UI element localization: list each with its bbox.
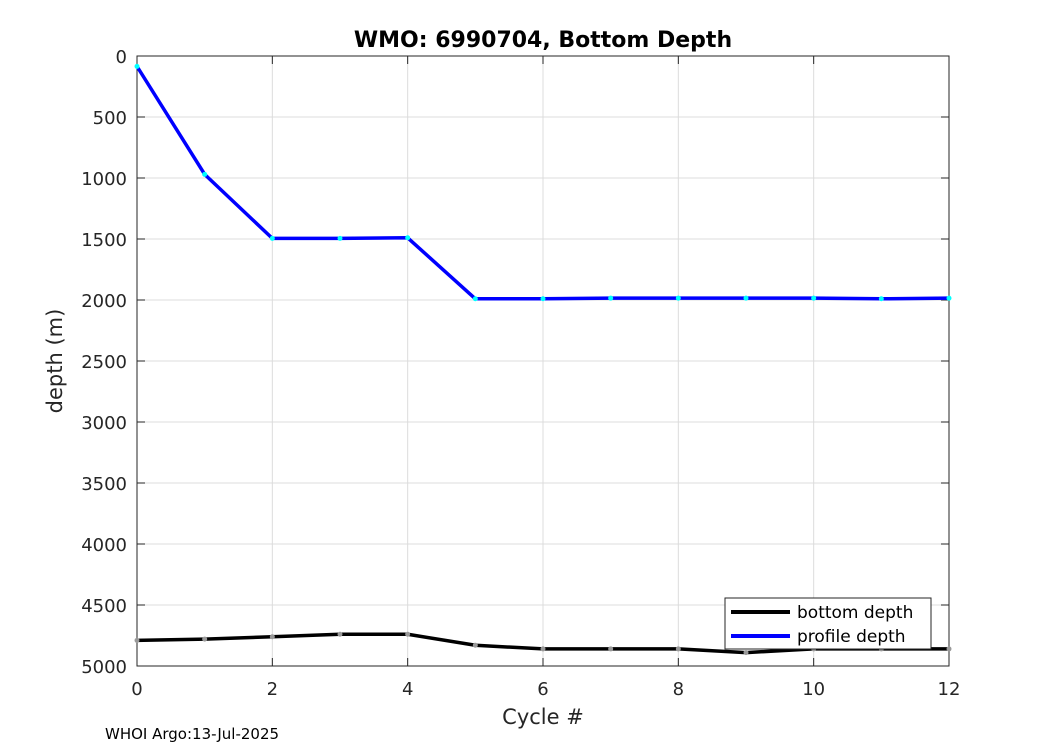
x-tick-label: 2: [267, 679, 278, 700]
data-point-bottom-depth: [472, 642, 478, 648]
x-tick-label: 4: [402, 679, 413, 700]
x-tick-label: 8: [673, 679, 684, 700]
y-tick-label: 4500: [81, 596, 127, 617]
y-tick-label: 5000: [81, 657, 127, 678]
x-tick-label: 6: [537, 679, 548, 700]
data-point-bottom-depth: [337, 631, 343, 637]
legend-box: [724, 597, 932, 650]
data-point-profile-depth: [946, 295, 952, 301]
x-tick-label: 0: [131, 679, 142, 700]
x-tick-label: 12: [938, 679, 961, 700]
data-point-bottom-depth: [608, 646, 614, 652]
y-axis-label: depth (m): [43, 309, 67, 414]
data-point-profile-depth: [878, 296, 884, 302]
x-axis-label: Cycle #: [502, 705, 584, 729]
data-point-profile-depth: [472, 296, 478, 302]
data-point-bottom-depth: [202, 636, 208, 642]
x-ticks: 0 2 4 6 8 10 12: [131, 56, 960, 700]
y-tick-label: 3500: [81, 474, 127, 495]
data-point-profile-depth: [540, 296, 546, 302]
data-point-bottom-depth: [134, 637, 140, 643]
legend-label-profile-depth: profile depth: [797, 627, 906, 647]
y-tick-label: 3000: [81, 413, 127, 434]
data-point-bottom-depth: [946, 646, 952, 652]
y-tick-label: 1500: [81, 230, 127, 251]
data-point-bottom-depth: [743, 650, 749, 656]
footer-credit: WHOI Argo:13-Jul-2025: [105, 725, 280, 743]
chart-title: WMO: 6990704, Bottom Depth: [354, 28, 732, 53]
y-tick-label: 1000: [81, 169, 127, 190]
data-point-profile-depth: [811, 295, 817, 301]
data-point-bottom-depth: [675, 646, 681, 652]
data-point-profile-depth: [608, 295, 614, 301]
legend: bottom depth profile depth: [724, 597, 932, 650]
data-point-profile-depth: [675, 295, 681, 301]
legend-label-bottom-depth: bottom depth: [797, 603, 913, 623]
y-ticks: 0 500 1000 1500 2000 2500 3000 3500 4000 4500 5000: [81, 47, 949, 678]
data-point-bottom-depth: [269, 634, 275, 640]
x-tick-label: 10: [802, 679, 825, 700]
data-point-bottom-depth: [405, 631, 411, 637]
data-point-profile-depth: [405, 235, 411, 241]
data-point-profile-depth: [134, 63, 140, 69]
data-point-profile-depth: [202, 171, 208, 177]
data-point-profile-depth: [269, 235, 275, 241]
y-tick-label: 4000: [81, 535, 127, 556]
y-tick-label: 500: [93, 108, 127, 129]
y-tick-label: 2500: [81, 352, 127, 373]
data-point-profile-depth: [743, 295, 749, 301]
grid: [136, 55, 950, 667]
data-point-profile-depth: [337, 235, 343, 241]
y-tick-label: 0: [116, 47, 127, 68]
data-point-bottom-depth: [540, 646, 546, 652]
y-tick-label: 2000: [81, 291, 127, 312]
